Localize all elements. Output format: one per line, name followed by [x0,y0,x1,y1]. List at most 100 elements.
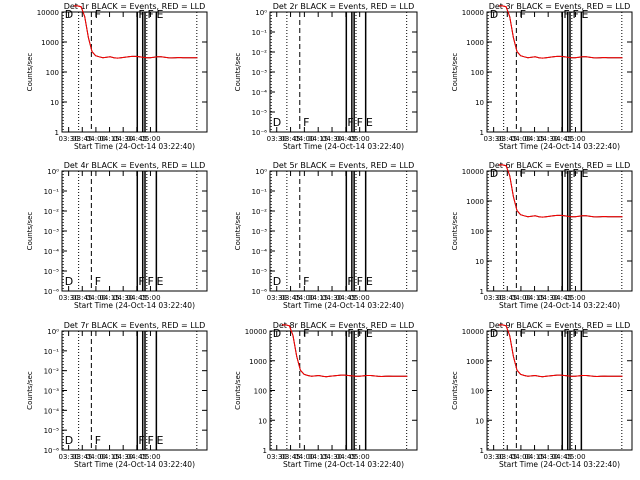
x-tick-label: 03:45 [280,135,300,143]
y-tick-label: 1 [480,288,484,296]
y-tick-label: 10 [258,417,267,425]
x-tick-label: 05:00 [350,453,370,461]
y-tick-label: 10⁻⁵ [44,268,60,276]
event-marker-letter: E [582,8,589,21]
y-tick-label: 10⁰ [255,168,267,176]
axes-frame [61,170,208,292]
panel-3: DFFFE11010010001000003:3003:4504:0004:15… [451,2,633,151]
event-marker-letter: F [138,275,144,288]
x-tick-label: 03:45 [72,294,92,302]
y-tick-label: 10000 [462,328,484,336]
x-tick-label: 04:30 [322,453,342,461]
y-tick-label: 10⁰ [47,328,59,336]
panel-8: DFFFE11010010001000003:3003:4504:0004:15… [234,321,418,469]
y-tick-label: 10⁻⁵ [252,109,268,117]
axes-frame [61,11,208,133]
event-marker-letter: F [95,434,101,447]
x-tick-label: 04:00 [294,453,314,461]
y-tick-label: 10 [475,99,484,107]
x-tick-label: 04:30 [322,294,342,302]
x-tick-label: 05:00 [140,453,160,461]
y-tick-label: 10000 [462,9,484,17]
y-tick-label: 10⁻⁶ [44,288,60,296]
event-marker-letter: E [366,327,373,340]
y-tick-label: 10⁻⁴ [252,248,268,256]
x-tick-label: 03:30 [267,294,287,302]
x-tick-label: 03:45 [497,135,517,143]
series-line-events [498,164,623,218]
x-tick-label: 05:00 [140,135,160,143]
x-tick-label: 04:30 [538,294,558,302]
x-tick-label: 03:30 [59,453,79,461]
y-tick-label: 10 [475,417,484,425]
axes-frame [61,330,208,451]
event-marker-letter: F [563,327,569,340]
y-tick-label: 1 [480,129,484,137]
series-line-lld [498,324,623,378]
x-tick-label: 04:30 [322,135,342,143]
y-axis-label: Counts/sec [26,371,34,410]
event-marker-letter: E [366,116,373,129]
x-tick-label: 04:15 [308,135,328,143]
panel-5: D F F F E10⁰10⁻¹10⁻²10⁻³10⁻⁴10⁻⁵10⁻⁶03:3003:… [234,161,418,310]
event-marker-letter: E [157,434,164,447]
y-tick-label: 10⁻⁶ [44,447,60,455]
x-tick-label: 04:15 [524,294,544,302]
event-marker-letter: F [303,116,309,129]
series-line-lld [498,5,623,59]
event-marker-letter: F [357,275,363,288]
x-tick-label: 04:45 [552,135,572,143]
x-tick-label: 04:15 [99,294,119,302]
y-tick-label: 10⁻⁶ [252,288,268,296]
x-axis-label: Start Time (24-Oct-14 03:22:40) [74,301,195,310]
event-marker-letter: F [95,8,101,21]
x-axis-label: Start Time (24-Oct-14 03:22:40) [283,460,404,469]
series-line-events [498,5,623,59]
panel-1: DFFFE11010010001000003:3003:4504:0004:15… [26,2,208,151]
event-marker-letter: F [303,327,309,340]
x-tick-label: 04:00 [511,453,531,461]
series-line-lld [282,324,408,378]
y-tick-label: 1 [263,447,267,455]
y-tick-label: 10⁻⁵ [44,427,60,435]
axes-frame [269,330,418,451]
x-axis-label: Start Time (24-Oct-14 03:22:40) [283,301,404,310]
event-marker-letter: F [357,116,363,129]
x-tick-label: 03:45 [72,453,92,461]
panel-title: Det 7r BLACK = Events, RED = LLD [64,321,206,330]
event-marker-letter: F [563,8,569,21]
y-tick-label: 1 [480,447,484,455]
event-marker-letter: F [347,275,353,288]
x-axis-label: Start Time (24-Oct-14 03:22:40) [283,142,404,151]
y-axis-label: Counts/sec [26,212,34,251]
axes-frame [486,170,633,292]
axes-frame [269,170,418,292]
y-tick-label: 10⁰ [47,168,59,176]
event-marker-letter: E [582,327,589,340]
event-marker-letter: D [273,275,281,288]
x-axis-label: Start Time (24-Oct-14 03:22:40) [499,301,620,310]
y-tick-label: 100 [254,388,267,396]
y-tick-label: 10⁰ [255,9,267,17]
x-tick-label: 03:45 [497,453,517,461]
x-tick-label: 03:30 [484,453,504,461]
x-tick-label: 04:00 [86,294,106,302]
x-tick-label: 04:45 [336,135,356,143]
x-tick-label: 04:45 [127,453,147,461]
x-tick-label: 04:45 [127,294,147,302]
y-tick-label: 10⁻² [252,49,268,57]
y-tick-label: 10⁻³ [252,228,268,236]
x-tick-label: 04:00 [294,135,314,143]
event-marker-letter: D [65,275,73,288]
y-tick-label: 100 [471,69,484,77]
x-tick-label: 05:00 [565,294,585,302]
event-marker-letter: F [520,327,526,340]
event-marker-letter: F [147,275,153,288]
event-marker-letter: E [582,167,589,180]
x-axis-label: Start Time (24-Oct-14 03:22:40) [499,142,620,151]
event-marker-letter: F [520,167,526,180]
y-tick-label: 1000 [41,39,59,47]
panel-title: Det 2r BLACK = Events, RED = LLD [273,2,415,11]
x-tick-label: 04:00 [511,135,531,143]
series-line-lld [498,164,623,218]
